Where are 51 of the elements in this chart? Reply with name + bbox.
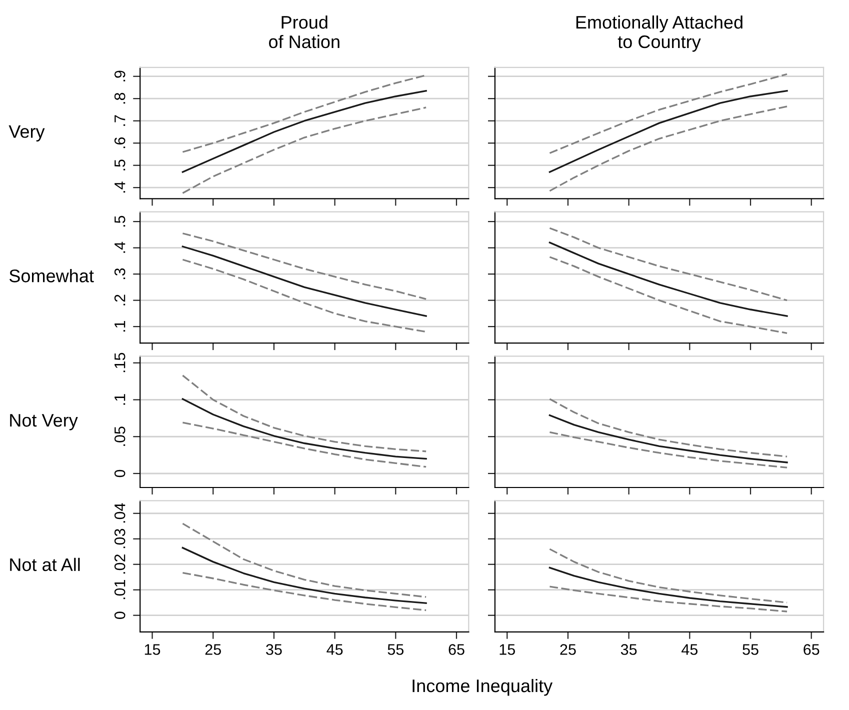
- y-axis-title: Somewhat: [9, 269, 94, 282]
- y-tick-label: .04: [114, 503, 126, 523]
- y-tick-label: 0: [114, 612, 126, 619]
- x-axis-title: Income Inequality: [412, 678, 553, 696]
- y-tick-label: .1: [114, 320, 126, 332]
- y-tick-label: .05: [114, 426, 126, 446]
- y-tick-label: .15: [114, 352, 126, 372]
- y-tick-label: .5: [114, 216, 126, 227]
- x-tick-label: 55: [742, 644, 758, 655]
- y-tick-label: .6: [114, 137, 126, 148]
- y-axis-title: Very: [8, 125, 45, 142]
- y-tick-label: .1: [114, 394, 126, 405]
- y-tick-label: 0: [114, 470, 126, 478]
- line-series: [182, 546, 427, 604]
- line-series: [182, 90, 427, 173]
- line-series: [182, 106, 427, 194]
- line-series: [182, 422, 427, 468]
- y-tick-label: .03: [114, 528, 126, 548]
- x-tick-label: 15: [144, 644, 160, 655]
- line-series: [182, 374, 427, 452]
- y-axis-title: Not at All: [10, 558, 80, 572]
- y-axis-title: Not Very: [10, 414, 78, 430]
- line-series: [182, 572, 427, 612]
- x-tick-label: 15: [500, 644, 515, 655]
- y-tick-label: .9: [114, 70, 126, 82]
- x-tick-label: 65: [448, 644, 464, 655]
- x-tick-label: 35: [266, 644, 282, 655]
- chart-title: Proud of Nation: [269, 15, 340, 48]
- y-tick-label: .5: [114, 160, 126, 170]
- x-tick-label: 25: [560, 644, 576, 655]
- line-series: [182, 246, 427, 317]
- line-series: [182, 232, 427, 300]
- chart-title: Emotionally Attached to Country: [576, 15, 742, 52]
- x-tick-label: 55: [388, 644, 404, 655]
- y-tick-label: .3: [114, 268, 126, 280]
- x-tick-label: 35: [620, 644, 637, 655]
- x-tick-label: 45: [326, 644, 343, 655]
- y-tick-label: .7: [114, 115, 126, 126]
- y-tick-label: .01: [114, 580, 126, 600]
- y-tick-label: .2: [114, 294, 126, 306]
- x-tick-label: 65: [804, 644, 820, 655]
- x-tick-label: 25: [205, 644, 221, 655]
- x-tick-label: 45: [682, 644, 698, 655]
- y-tick-label: .02: [114, 554, 126, 574]
- line-series: [182, 522, 427, 598]
- line-series: [182, 398, 427, 460]
- y-tick-label: .4: [114, 242, 126, 253]
- line-series: [182, 74, 427, 153]
- line-series: [182, 258, 427, 333]
- y-tick-label: .4: [114, 182, 126, 193]
- y-tick-label: .8: [114, 92, 126, 104]
